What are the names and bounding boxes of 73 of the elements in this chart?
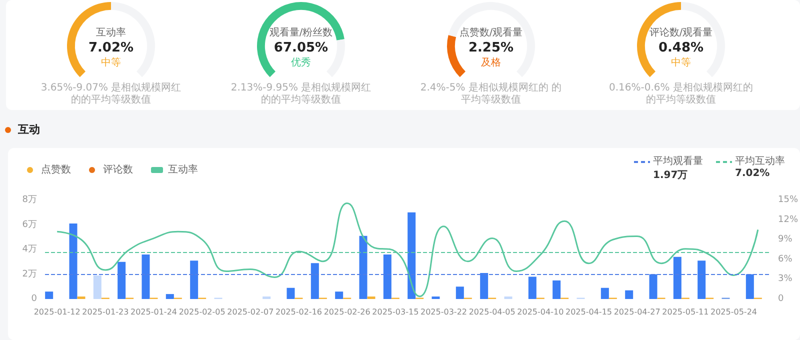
- legend-label: 评论数: [103, 164, 133, 176]
- bar: [528, 276, 536, 299]
- x-tick-label: 2025-02-16: [276, 308, 322, 316]
- bar: [310, 263, 319, 299]
- bar: [118, 262, 126, 299]
- x-tick-label: 2025-01-12: [34, 308, 80, 316]
- bar: [698, 260, 706, 299]
- text: 3.65%-9.07% 是相似规模网红的的平均等级数值: [40, 82, 182, 106]
- x-tick-label: 2025-04-15: [566, 308, 612, 316]
- text: 及格: [481, 56, 501, 68]
- y2-tick-label: 9%: [778, 234, 793, 245]
- bar: [93, 275, 102, 299]
- text: 2.13%-9.95% 是相似规模网红的的平均等级数值: [230, 82, 372, 106]
- x-tick-label: 2025-01-23: [82, 308, 129, 316]
- x-tick-label: 2025-03-15: [372, 308, 419, 316]
- bar: [335, 292, 344, 299]
- x-tick-label: 2025-03-22: [420, 308, 467, 316]
- bar: [673, 256, 682, 299]
- x-tick-label: 2025-05-24: [710, 308, 757, 316]
- x-tick-label: 2025-02-05: [178, 308, 226, 316]
- y-tick-label: 0: [31, 294, 38, 304]
- text: 0.16%-0.6% 是相似规模网红的的平均等级数值: [609, 82, 753, 106]
- text: 2.25%: [468, 40, 514, 56]
- bar: [142, 254, 150, 299]
- y2-tick-label: 12%: [778, 214, 798, 225]
- text: 7.02%: [735, 168, 770, 179]
- text: 中等: [101, 56, 121, 68]
- bar: [600, 288, 609, 299]
- bar: [69, 224, 78, 299]
- text: 67.05%: [274, 40, 328, 56]
- legend-label: 平均互动率: [735, 154, 785, 168]
- text: 2.4%-5% 是相似规模网红的 的平均等级数值: [420, 82, 562, 106]
- bar: [552, 280, 561, 299]
- bar: [286, 288, 295, 299]
- x-tick-label: 2025-04-10: [517, 308, 564, 316]
- bar: [456, 286, 464, 299]
- y-tick-label: 2万: [22, 269, 37, 280]
- y2-tick-label: 15%: [778, 195, 798, 205]
- bar: [649, 274, 658, 299]
- text: 中等: [671, 56, 691, 68]
- legend-label: 互动率: [168, 164, 198, 176]
- bar: [625, 290, 634, 299]
- text: 点赞数/观看量: [459, 26, 523, 38]
- bar: [359, 236, 368, 299]
- bar: [746, 274, 754, 299]
- x-tick-label: 2025-04-27: [614, 308, 660, 316]
- text: 评论数/观看量: [649, 26, 713, 38]
- x-tick-label: 2025-01-24: [130, 308, 177, 316]
- text: 优秀: [291, 56, 311, 68]
- y2-tick-label: 3%: [778, 274, 793, 284]
- text: 1.97万: [653, 169, 688, 182]
- y-tick-label: 8万: [22, 195, 37, 205]
- x-tick-label: 2025-05-11: [662, 308, 709, 316]
- x-tick-label: 2025-02-26: [324, 308, 370, 316]
- bar: [383, 254, 392, 299]
- bar: [190, 260, 198, 299]
- y2-tick-label: 0: [778, 294, 784, 304]
- bar: [166, 294, 174, 299]
- bar: [480, 273, 488, 299]
- y2-tick-label: 6%: [778, 254, 793, 264]
- chart-title: 互动: [18, 122, 40, 137]
- x-tick-label: 2025-02-07: [227, 308, 274, 316]
- text: 0.48%: [658, 40, 704, 56]
- text: 互动率: [96, 26, 126, 38]
- y-tick-label: 4万: [22, 244, 37, 254]
- y-tick-label: 6万: [22, 220, 37, 230]
- x-tick-label: 2025-04-05: [468, 308, 516, 316]
- legend-label: 点赞数: [41, 164, 71, 176]
- text: 7.02%: [88, 40, 134, 56]
- text: 观看量/粉丝数: [269, 26, 333, 38]
- bar: [45, 292, 54, 299]
- bar: [408, 212, 416, 299]
- legend-label: 平均观看量: [653, 154, 703, 168]
